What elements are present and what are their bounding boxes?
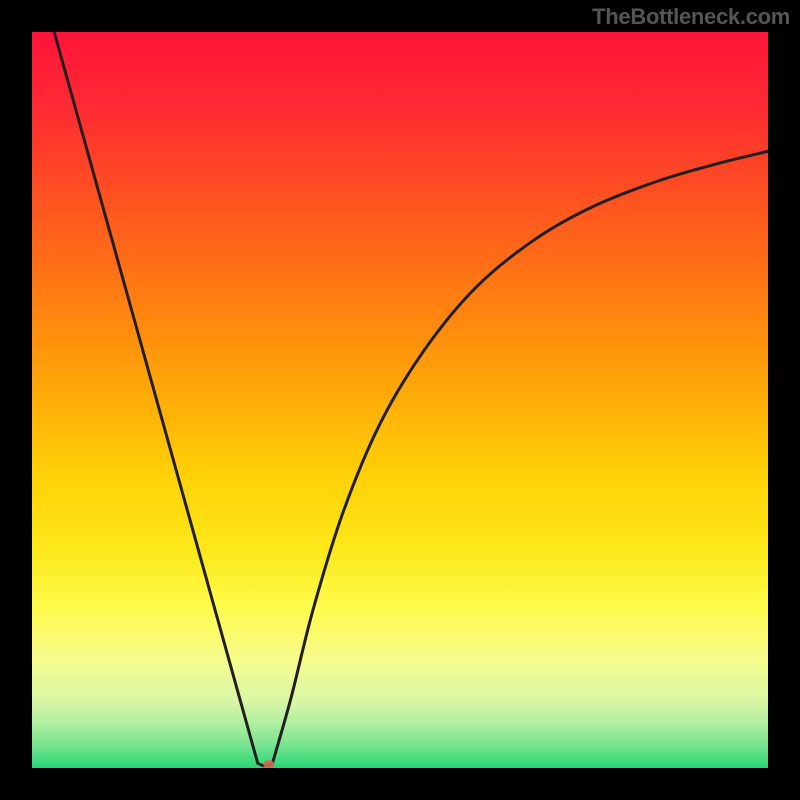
chart-svg [32, 32, 770, 770]
plot-area [30, 30, 770, 770]
chart-container: TheBottleneck.com [0, 0, 800, 800]
watermark-text: TheBottleneck.com [592, 4, 790, 30]
minimum-marker [263, 760, 274, 769]
gradient-background [32, 32, 770, 770]
